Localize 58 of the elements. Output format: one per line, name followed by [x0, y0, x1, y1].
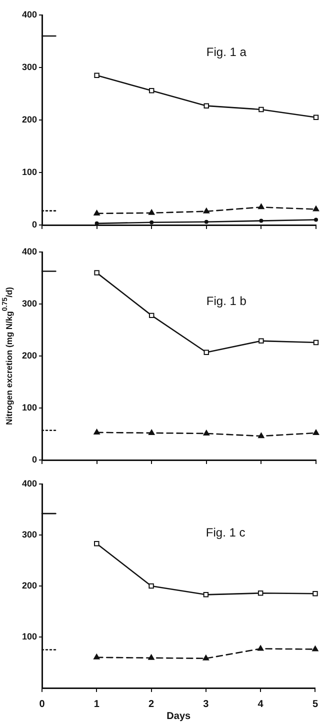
point — [258, 590, 264, 596]
point — [203, 592, 209, 598]
point — [148, 654, 154, 660]
point — [258, 204, 264, 210]
point — [94, 428, 100, 434]
point — [313, 340, 319, 346]
point — [204, 220, 208, 224]
y-tick-label: 200 — [22, 580, 37, 590]
point — [312, 591, 318, 596]
text: Fig. 1 a — [206, 45, 247, 60]
y-tick-label: 300 — [22, 298, 37, 308]
x-tick-label: 2 — [148, 698, 155, 710]
x-tick-label: 3 — [203, 698, 210, 710]
y-tick-label: 200 — [22, 114, 37, 124]
point — [148, 583, 154, 589]
point — [204, 103, 210, 108]
x-axis-title: Days — [166, 710, 191, 722]
point — [258, 338, 264, 344]
y-tick-label: 300 — [22, 62, 37, 72]
x-tick-label: 4 — [258, 698, 264, 710]
point — [313, 114, 319, 120]
point — [312, 429, 320, 435]
point — [202, 654, 210, 660]
y-tick-label: 100 — [22, 402, 37, 412]
point — [148, 209, 155, 215]
x-tick-label: 5 — [312, 698, 318, 710]
point — [148, 88, 154, 94]
y-tick-label: 400 — [22, 478, 37, 488]
point — [94, 654, 100, 660]
x-tick-label: 0 — [39, 698, 46, 710]
point — [258, 106, 264, 112]
point — [148, 312, 154, 318]
point — [204, 350, 210, 355]
y-tick-label: 0 — [32, 454, 37, 464]
text: Fig. 1 b — [206, 294, 247, 308]
point — [203, 430, 210, 436]
y-tick-label: 300 — [22, 529, 37, 540]
point — [312, 646, 318, 652]
y-tick-label: 400 — [22, 9, 37, 20]
x-tick-label: 1 — [94, 698, 100, 710]
point — [94, 541, 100, 546]
y-tick-label: 100 — [22, 166, 37, 177]
point — [258, 432, 264, 438]
point — [94, 210, 100, 216]
point — [259, 218, 264, 223]
text: Fig. 1 c — [206, 525, 246, 540]
y-tick-label: 200 — [22, 350, 37, 360]
point — [312, 206, 320, 212]
point — [94, 270, 100, 276]
y-tick-label: 0 — [32, 219, 37, 230]
point — [314, 218, 318, 222]
point — [148, 429, 155, 435]
point — [257, 645, 264, 651]
point — [150, 220, 154, 224]
y-tick-label: 100 — [22, 631, 37, 642]
y-tick-label: 400 — [22, 246, 37, 256]
point — [203, 208, 210, 214]
point — [94, 72, 100, 78]
